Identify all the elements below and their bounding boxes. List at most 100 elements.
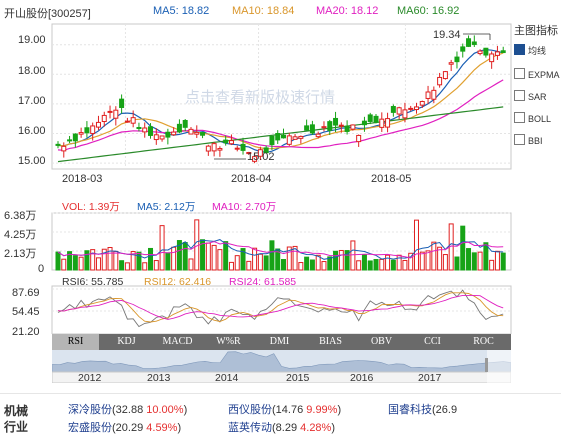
related-stock-link[interactable]: 宏盛股份(20.29 4.59%) xyxy=(68,419,181,435)
tab-obv[interactable]: OBV xyxy=(370,336,393,347)
tab-wr[interactable]: W%R xyxy=(216,336,241,347)
volume-bar xyxy=(413,219,419,271)
related-stock-link[interactable]: 蓝英传动(8.29 4.28%) xyxy=(228,419,335,435)
price-chart: 点击查看新版极速行情 19.34 15.02 xyxy=(51,23,512,170)
rsi-y-tick: 87.69 xyxy=(12,287,40,299)
checkbox-icon[interactable] xyxy=(514,112,525,123)
volume-bar xyxy=(119,260,125,271)
candle-body xyxy=(55,143,61,146)
volume-bar xyxy=(90,249,96,271)
checkbox-icon[interactable] xyxy=(514,44,525,55)
indicator-label: BOLL xyxy=(528,114,552,124)
indicator-option-ma[interactable]: 均线 xyxy=(514,44,561,58)
main-indicator-title: 主图指标 xyxy=(514,25,558,37)
volume-bar xyxy=(240,248,246,271)
tab-dmi[interactable]: DMI xyxy=(269,336,290,347)
tab-roc[interactable]: ROC xyxy=(473,336,494,347)
stock-close-paren: ) xyxy=(331,422,336,434)
volume-bar xyxy=(344,250,350,271)
volume-bar xyxy=(483,242,489,271)
candle-body xyxy=(431,89,437,100)
related-stock-link[interactable]: 西仪股份(14.76 9.99%) xyxy=(228,401,341,417)
candle-body xyxy=(292,136,298,140)
stock-name[interactable]: 国睿科技 xyxy=(388,404,432,416)
checkbox-icon[interactable] xyxy=(514,68,525,79)
candle-body xyxy=(281,134,286,139)
navigator-handle-left[interactable] xyxy=(485,358,488,372)
vol-value: VOL: 1.39万 xyxy=(62,201,120,213)
navigator-year: 2015 xyxy=(286,372,310,384)
checkbox-icon[interactable] xyxy=(514,90,525,101)
ma60-line xyxy=(57,106,504,163)
related-stock-link[interactable]: 深冷股份(32.88 10.00%) xyxy=(68,401,187,417)
candle-body xyxy=(275,133,281,141)
indicator-option-sar[interactable]: SAR xyxy=(514,90,561,104)
candle-body xyxy=(454,56,460,63)
volume-bar xyxy=(390,259,396,271)
candle-body xyxy=(182,119,188,128)
navigator-year: 2016 xyxy=(350,372,374,384)
candle-body xyxy=(84,127,90,134)
candle-body xyxy=(304,125,310,131)
indicator-option-boll[interactable]: BOLL xyxy=(514,112,561,126)
candle-body xyxy=(489,53,495,63)
volume-bar xyxy=(78,256,84,271)
indicator-option-bbi[interactable]: BBI xyxy=(514,134,561,148)
navigator-year: 2013 xyxy=(147,372,171,384)
indicator-label: EXPMA xyxy=(528,70,560,80)
candle-body xyxy=(269,135,275,146)
rsi12-line xyxy=(57,292,504,323)
stock-name: 开山股份[300257] xyxy=(4,8,91,20)
navigator-selection-window[interactable] xyxy=(487,350,511,383)
price-y-tick: 19.00 xyxy=(18,34,46,46)
checkbox-icon[interactable] xyxy=(514,134,525,145)
candle-body xyxy=(246,151,252,155)
watermark: 点击查看新版极速行情 xyxy=(185,89,335,106)
stock-name[interactable]: 宏盛股份 xyxy=(68,422,112,434)
tab-rsi[interactable]: RSI xyxy=(52,334,99,350)
volume-bar xyxy=(281,259,286,271)
stock-name[interactable]: 蓝英传动 xyxy=(228,422,272,434)
volume-bar xyxy=(159,225,165,271)
tab-cci[interactable]: CCI xyxy=(424,336,441,347)
indicator-label: BBI xyxy=(528,136,543,146)
volume-bar xyxy=(361,254,367,271)
vol-ma10-value: MA10: 2.70万 xyxy=(212,201,277,213)
stock-name[interactable]: 西仪股份 xyxy=(228,404,272,416)
candle-body xyxy=(113,109,119,119)
ma10-value: MA10: 18.84 xyxy=(232,5,295,17)
volume-bar xyxy=(84,250,90,271)
volume-bar xyxy=(304,256,310,271)
volume-bar xyxy=(500,252,506,271)
volume-bar xyxy=(136,251,142,271)
volume-bar xyxy=(263,255,269,271)
candle-body xyxy=(333,117,339,126)
timeline-navigator[interactable] xyxy=(52,350,511,383)
candle-body xyxy=(130,117,136,124)
volume-bar xyxy=(130,251,136,271)
related-stock-link[interactable]: 国睿科技(26.9 xyxy=(388,401,457,417)
rsi-y-tick: 21.20 xyxy=(12,326,40,338)
volume-bar xyxy=(72,255,78,271)
volume-bar xyxy=(489,259,495,271)
volume-bar xyxy=(321,261,327,271)
tab-kdj[interactable]: KDJ xyxy=(117,336,136,347)
ma5-value: MA5: 18.82 xyxy=(153,5,210,17)
tab-bias[interactable]: BIAS xyxy=(319,336,342,347)
candle-body xyxy=(194,131,200,135)
volume-bar xyxy=(182,242,188,271)
navigator-year: 2014 xyxy=(215,372,239,384)
navigator-year: 2012 xyxy=(78,372,102,384)
volume-bar xyxy=(494,250,500,271)
rsi6-value: RSI6: 55.785 xyxy=(62,276,124,288)
indicator-option-expma[interactable]: EXPMA xyxy=(514,68,561,82)
tab-macd[interactable]: MACD xyxy=(162,336,193,347)
navigator-year: 2017 xyxy=(418,372,442,384)
volume-bar xyxy=(419,251,425,271)
stock-name[interactable]: 深冷股份 xyxy=(68,404,112,416)
candle-body xyxy=(95,121,101,128)
volume-bar xyxy=(61,258,67,271)
candle-body xyxy=(350,124,356,130)
industry-label: 行业 xyxy=(4,420,29,434)
candle-body xyxy=(90,125,96,134)
